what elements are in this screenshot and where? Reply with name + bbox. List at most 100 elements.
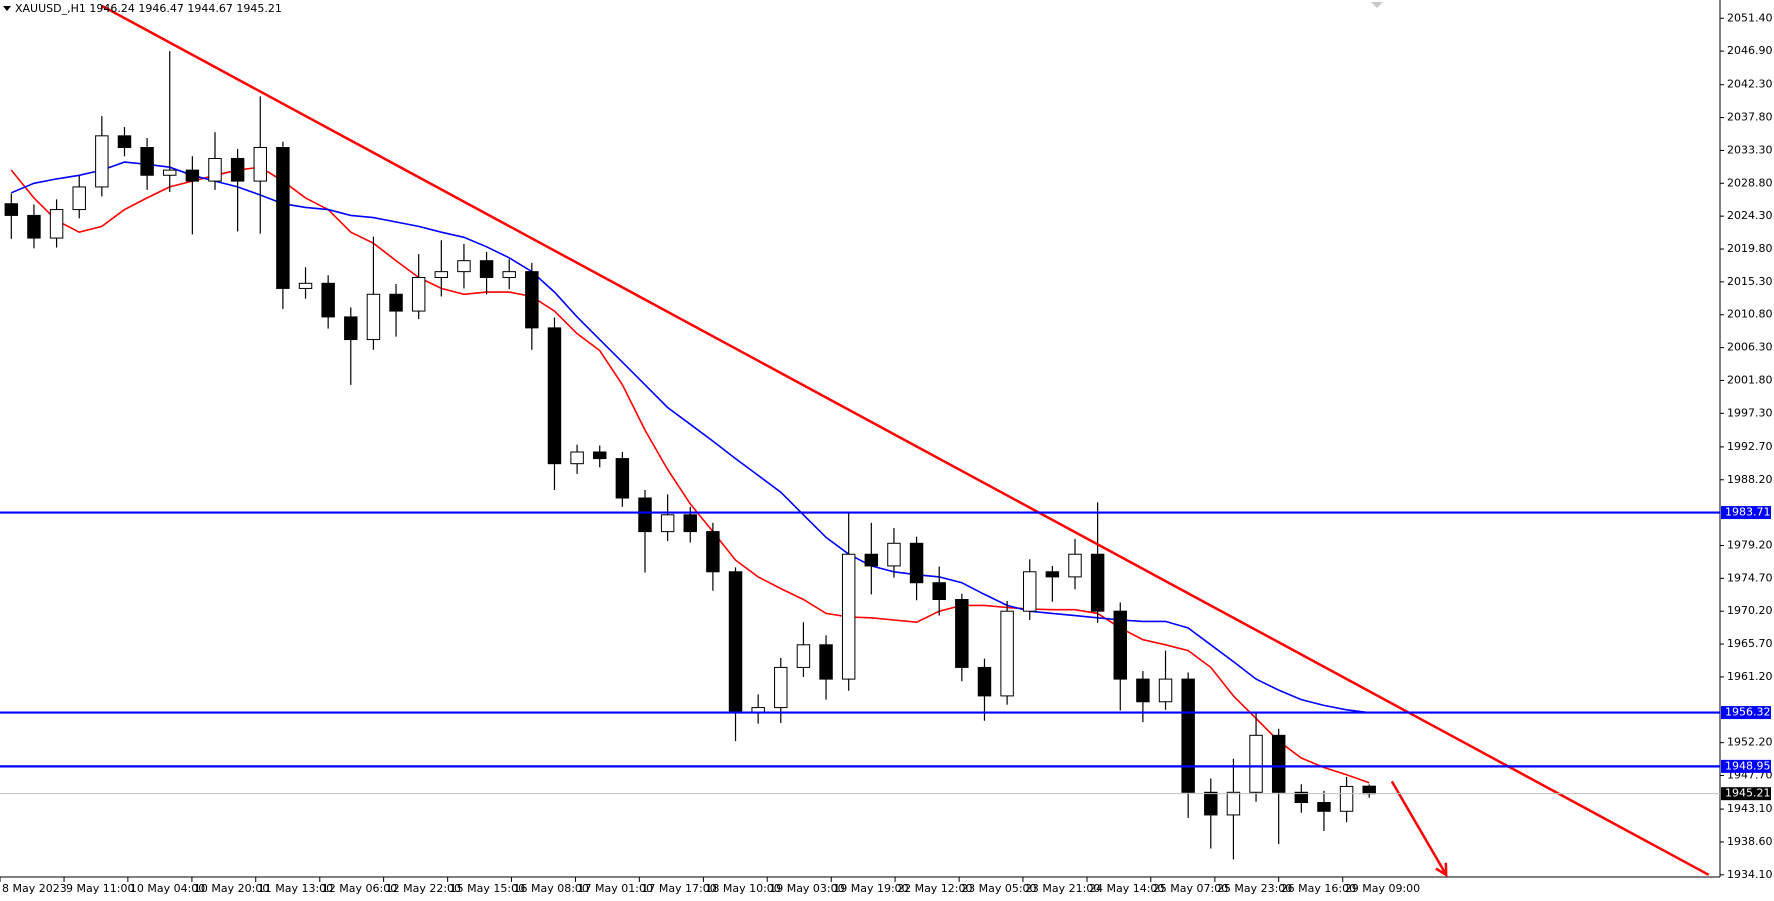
price-level-label-bg bbox=[1721, 759, 1771, 773]
candle-body bbox=[298, 282, 313, 289]
candle-body bbox=[230, 157, 245, 182]
candle-body bbox=[1068, 553, 1082, 578]
candle-body bbox=[1136, 678, 1150, 703]
candle-body bbox=[570, 451, 584, 465]
x-tick-label: 19 May 19:00 bbox=[833, 882, 908, 895]
candle-body bbox=[774, 666, 788, 709]
candle-body bbox=[4, 203, 19, 216]
candle-body bbox=[909, 542, 924, 584]
candle-body bbox=[887, 542, 901, 567]
y-tick-label: 1961.20 bbox=[1727, 670, 1773, 683]
x-tick-label: 9 May 11:00 bbox=[66, 882, 134, 895]
candle-body bbox=[95, 135, 109, 188]
candle-body bbox=[593, 451, 607, 460]
arrow bbox=[1390, 780, 1448, 878]
candle-body bbox=[615, 458, 630, 499]
candle-body bbox=[366, 293, 381, 341]
y-tick-label: 1943.10 bbox=[1727, 802, 1773, 815]
y-tick-label: 2028.80 bbox=[1727, 176, 1773, 189]
candle-body bbox=[932, 582, 946, 601]
x-tick-label: 17 May 17:00 bbox=[641, 882, 716, 895]
candle-body bbox=[1045, 571, 1060, 578]
candle-body bbox=[1113, 610, 1127, 680]
candle-body bbox=[344, 316, 358, 341]
x-tick-label: 15 May 15:00 bbox=[450, 882, 525, 895]
candle-body bbox=[1271, 734, 1286, 793]
x-tick-label: 8 May 2023 bbox=[2, 882, 67, 895]
candle-body bbox=[253, 147, 267, 182]
x-tick-label: 16 May 08:00 bbox=[513, 882, 588, 895]
shift-marker bbox=[1371, 2, 1383, 8]
x-tick-label: 12 May 22:00 bbox=[386, 882, 461, 895]
candle-body bbox=[547, 327, 562, 465]
candle-body bbox=[49, 209, 64, 239]
price-level-label: 1983.71 bbox=[1725, 506, 1771, 519]
y-tick-label: 2033.30 bbox=[1727, 143, 1773, 156]
price-level-label: 1956.32 bbox=[1725, 706, 1771, 719]
candle-body bbox=[1158, 678, 1173, 703]
y-tick-label: 2006.30 bbox=[1727, 341, 1773, 354]
x-tick-label: 29 May 09:00 bbox=[1345, 882, 1420, 895]
x-tick-label: 25 May 07:00 bbox=[1153, 882, 1228, 895]
candle-body bbox=[27, 214, 41, 239]
candle-body bbox=[1317, 802, 1331, 812]
candle-body bbox=[638, 497, 652, 533]
x-tick-label: 23 May 05:00 bbox=[961, 882, 1036, 895]
candle-body bbox=[163, 169, 177, 176]
candle-body bbox=[72, 186, 86, 211]
candle-body bbox=[1339, 785, 1354, 812]
candle-body bbox=[1023, 571, 1037, 612]
candle-body bbox=[1249, 734, 1263, 793]
x-tick-label: 10 May 20:00 bbox=[194, 882, 269, 895]
y-tick-label: 1952.20 bbox=[1727, 736, 1773, 749]
x-tick-label: 17 May 01:00 bbox=[578, 882, 653, 895]
candle-body bbox=[411, 276, 426, 312]
candle-body bbox=[1090, 553, 1105, 612]
y-tick-label: 1974.70 bbox=[1727, 571, 1773, 584]
price-level-label-bg bbox=[1721, 787, 1771, 801]
candle-body bbox=[977, 666, 992, 697]
x-tick-label: 26 May 16:00 bbox=[1281, 882, 1356, 895]
candle-body bbox=[117, 135, 132, 149]
x-tick-label: 11 May 13:00 bbox=[258, 882, 333, 895]
candle-body bbox=[389, 293, 403, 312]
x-tick-label: 19 May 03:00 bbox=[769, 882, 844, 895]
x-tick-label: 24 May 14:00 bbox=[1089, 882, 1164, 895]
price-level-label: 1948.95 bbox=[1725, 759, 1771, 772]
x-tick-label: 12 May 06:00 bbox=[322, 882, 397, 895]
y-tick-label: 1992.70 bbox=[1727, 440, 1773, 453]
candle-body bbox=[660, 514, 675, 533]
candle-body bbox=[140, 147, 154, 176]
y-tick-label: 1979.20 bbox=[1727, 538, 1773, 551]
candle-body bbox=[1204, 791, 1218, 816]
y-tick-label: 1997.30 bbox=[1727, 406, 1773, 419]
x-tick-label: 25 May 23:00 bbox=[1217, 882, 1292, 895]
candle-body bbox=[1362, 785, 1376, 795]
y-tick-label: 1970.20 bbox=[1727, 604, 1773, 617]
candle-body bbox=[1226, 791, 1241, 816]
candle-body bbox=[683, 514, 697, 533]
candle-body bbox=[955, 599, 969, 668]
candle-body bbox=[434, 271, 449, 278]
candle-body bbox=[841, 553, 856, 680]
chart-title: XAUUSD_,H1 1946.24 1946.47 1944.67 1945.… bbox=[15, 2, 282, 15]
x-tick-label: 22 May 12:00 bbox=[897, 882, 972, 895]
trendline bbox=[101, 4, 1710, 876]
candle-body bbox=[276, 147, 290, 289]
x-tick-label: 23 May 21:00 bbox=[1025, 882, 1100, 895]
y-tick-label: 2001.80 bbox=[1727, 373, 1773, 386]
y-tick-label: 1934.10 bbox=[1727, 868, 1773, 881]
y-tick-label: 2051.40 bbox=[1727, 11, 1773, 24]
y-tick-label: 1988.20 bbox=[1727, 473, 1773, 486]
y-tick-label: 2037.80 bbox=[1727, 111, 1773, 124]
candle-body bbox=[457, 260, 471, 273]
candle-body bbox=[208, 157, 222, 182]
candle-body bbox=[525, 271, 539, 329]
x-tick-label: 10 May 04:00 bbox=[130, 882, 205, 895]
candle-body bbox=[706, 531, 720, 573]
plot-area bbox=[4, 4, 1710, 878]
y-tick-label: 2010.80 bbox=[1727, 308, 1773, 321]
y-tick-label: 1965.70 bbox=[1727, 637, 1773, 650]
